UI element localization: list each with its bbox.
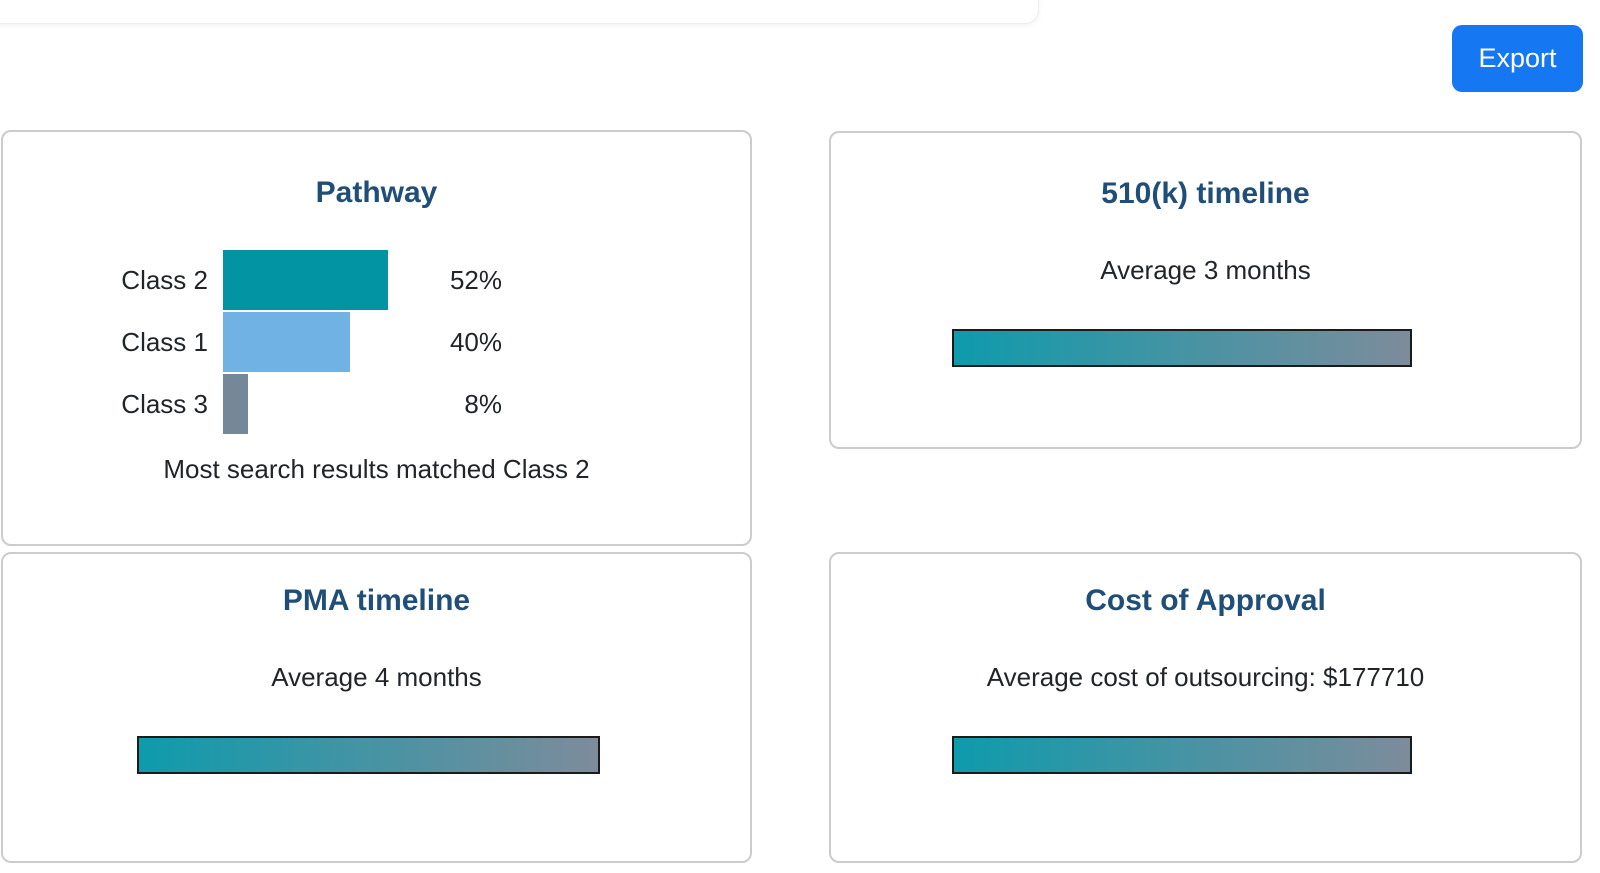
pathway-bar-1 xyxy=(223,312,350,372)
cost-approval-gradient-bar xyxy=(952,736,1412,774)
bar-value-class-1: 40% xyxy=(449,327,502,357)
pathway-card: Pathway Class 2 52% Class 1 40% Class 3 … xyxy=(1,130,752,546)
bar-label-class-3: Class 3 xyxy=(121,389,208,419)
bar-value-class-2: 52% xyxy=(449,265,502,295)
cost-approval-title: Cost of Approval xyxy=(1085,584,1326,617)
cost-approval-card: Cost of Approval Average cost of outsour… xyxy=(829,552,1582,863)
partial-top-panel xyxy=(0,0,1039,24)
timeline-pma-gradient-bar xyxy=(137,736,600,774)
bar-label-class-1: Class 1 xyxy=(121,327,208,357)
timeline-pma-subtitle: Average 4 months xyxy=(271,662,482,692)
export-button[interactable]: Export xyxy=(1452,25,1583,92)
pathway-card-title: Pathway xyxy=(315,176,438,209)
bar-label-class-2: Class 2 xyxy=(121,265,208,295)
pathway-bar-0 xyxy=(223,250,388,310)
timeline-510k-subtitle: Average 3 months xyxy=(1100,255,1311,285)
pathway-bar-2 xyxy=(223,374,249,434)
pathway-bar-row: Class 3 8% xyxy=(3,373,750,435)
pathway-caption: Most search results matched Class 2 xyxy=(163,454,590,484)
timeline-pma-card: PMA timeline Average 4 months xyxy=(1,552,752,863)
pathway-bar-row: Class 1 40% xyxy=(3,311,750,373)
timeline-510k-gradient-bar xyxy=(952,329,1412,367)
timeline-pma-title: PMA timeline xyxy=(282,584,471,617)
timeline-510k-title: 510(k) timeline xyxy=(1101,177,1310,210)
cost-approval-subtitle: Average cost of outsourcing: $177710 xyxy=(986,662,1425,692)
timeline-510k-card: 510(k) timeline Average 3 months xyxy=(829,131,1582,449)
pathway-bar-row: Class 2 52% xyxy=(3,249,750,311)
bar-value-class-3: 8% xyxy=(464,389,502,419)
